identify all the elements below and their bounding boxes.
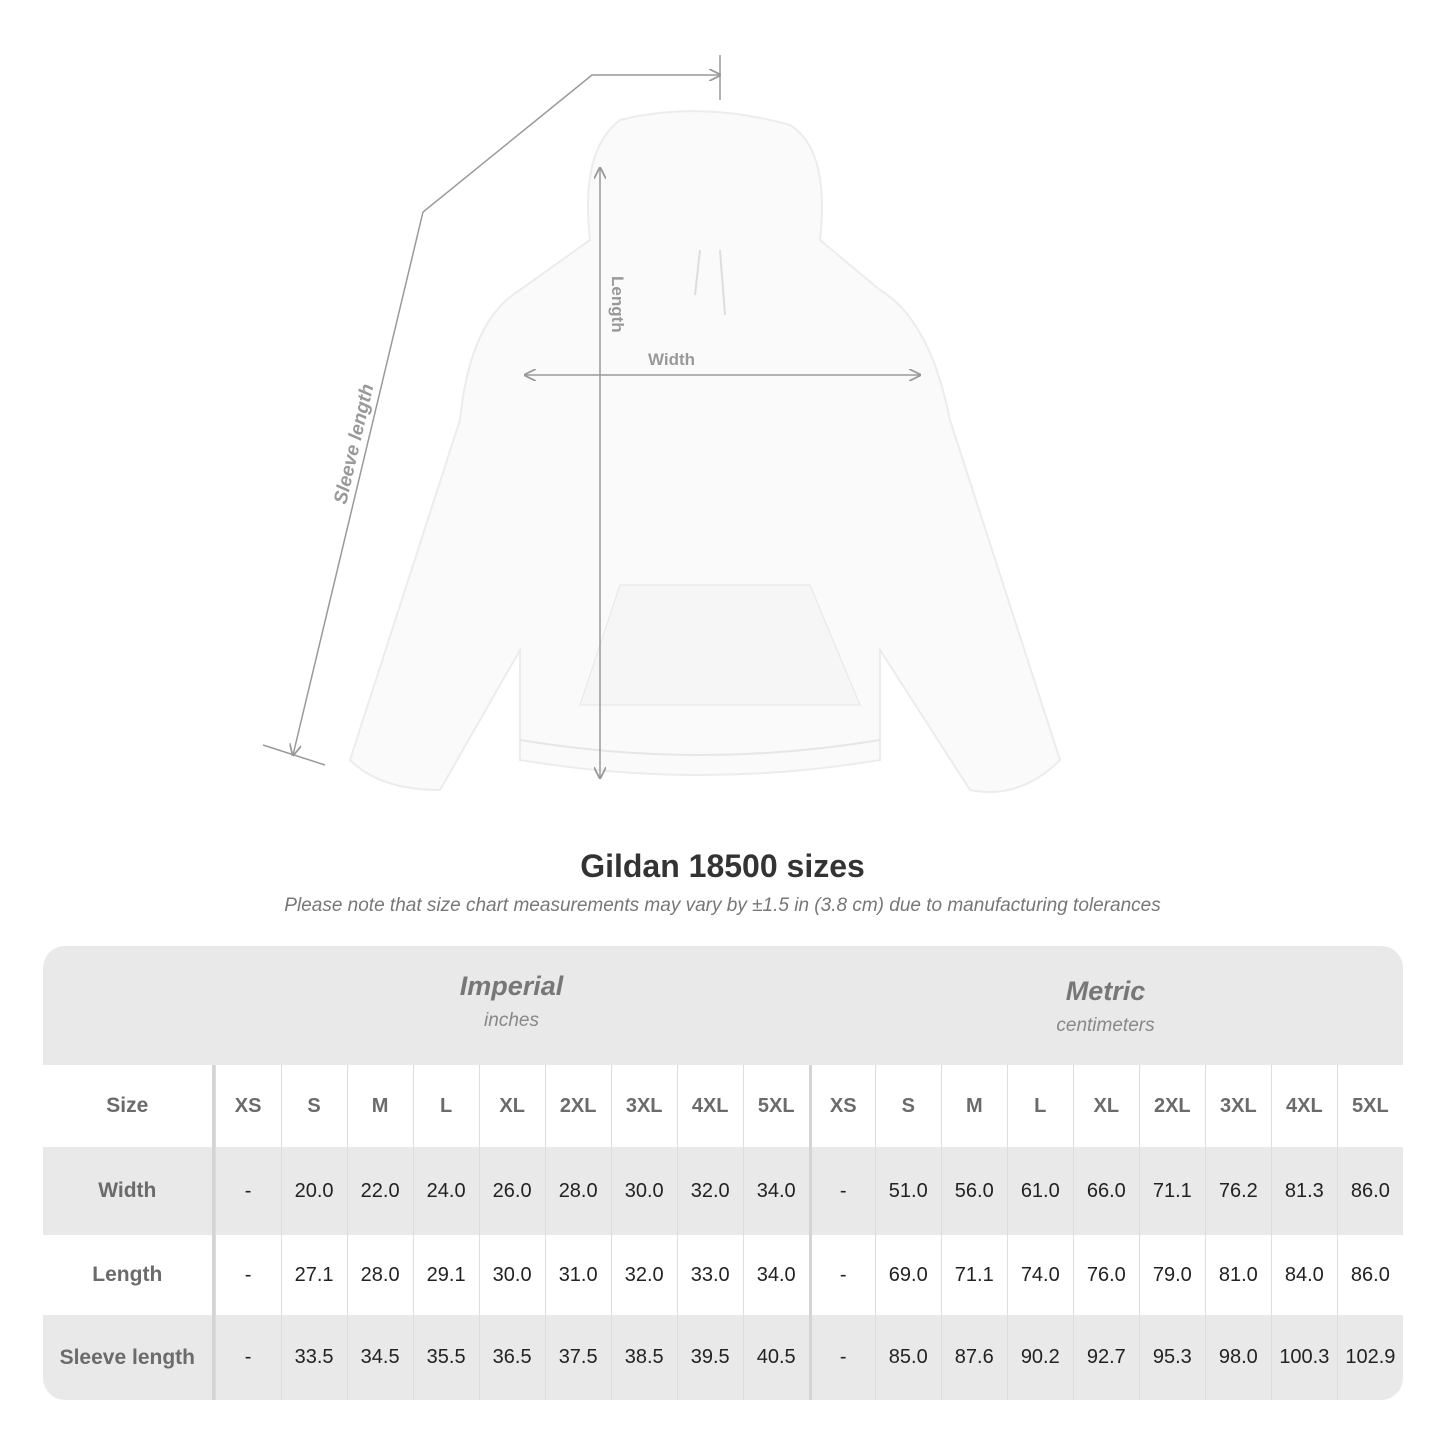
imperial-value: 28.0 xyxy=(544,1147,611,1235)
row-label: Sleeve length xyxy=(43,1315,215,1400)
size-header-metric: 4XL xyxy=(1270,1065,1337,1147)
row-label: Length xyxy=(43,1235,215,1315)
metric-value: 74.0 xyxy=(1006,1235,1073,1315)
sleeve-arrow xyxy=(293,75,720,755)
imperial-value: 31.0 xyxy=(544,1235,611,1315)
imperial-header: Imperial inches xyxy=(215,971,808,1032)
metric-value: 81.3 xyxy=(1270,1147,1337,1235)
imperial-value: 33.0 xyxy=(676,1235,743,1315)
metric-value: 86.0 xyxy=(1336,1147,1403,1235)
hoodie-diagram: Length Width Sleeve length xyxy=(262,55,1062,793)
size-header-imperial: 5XL xyxy=(742,1065,809,1147)
row-label: Width xyxy=(43,1147,215,1235)
imperial-value: 34.0 xyxy=(742,1235,809,1315)
metric-value: 81.0 xyxy=(1204,1235,1271,1315)
imperial-unit: inches xyxy=(484,1010,539,1031)
size-header-imperial: M xyxy=(346,1065,413,1147)
size-table: Imperial inches Metric centimeters Size X… xyxy=(43,946,1403,1400)
size-header-metric: M xyxy=(940,1065,1007,1147)
table-row: Sleeve length -33.5 34.5 35.5 36.5 37.5 38.5 39… xyxy=(43,1315,1403,1400)
metric-value: 71.1 xyxy=(1138,1147,1205,1235)
tolerance-note: Please note that size chart measurements… xyxy=(284,895,1161,916)
metric-value: 69.0 xyxy=(874,1235,941,1315)
imperial-value: 37.5 xyxy=(544,1315,611,1400)
imperial-value: 30.0 xyxy=(610,1147,677,1235)
imperial-value: 38.5 xyxy=(610,1315,677,1400)
metric-value: - xyxy=(808,1235,875,1315)
table-header: Imperial inches Metric centimeters xyxy=(43,946,1403,1065)
metric-value: 90.2 xyxy=(1006,1315,1073,1400)
size-header-imperial: 4XL xyxy=(676,1065,743,1147)
metric-value: 85.0 xyxy=(874,1315,941,1400)
imperial-value: 35.5 xyxy=(412,1315,479,1400)
metric-value: 66.0 xyxy=(1072,1147,1139,1235)
imperial-value: 28.0 xyxy=(346,1235,413,1315)
size-header-imperial: S xyxy=(280,1065,347,1147)
metric-value: 86.0 xyxy=(1336,1235,1403,1315)
metric-value: 79.0 xyxy=(1138,1235,1205,1315)
metric-value: 95.3 xyxy=(1138,1315,1205,1400)
imperial-value: - xyxy=(214,1235,281,1315)
size-header-metric: S xyxy=(874,1065,941,1147)
imperial-value: 20.0 xyxy=(280,1147,347,1235)
size-header-imperial: XS xyxy=(214,1065,281,1147)
sleeve-label: Sleeve length xyxy=(330,382,378,506)
metric-unit: centimeters xyxy=(1056,1015,1155,1036)
metric-value: 84.0 xyxy=(1270,1235,1337,1315)
size-header-metric: XS xyxy=(808,1065,875,1147)
size-header-row: Size XS S M L XL 2XL 3XL 4XL 5XL XS S M L XL 2XL 3XL 4XL 5… xyxy=(43,1065,1403,1147)
metric-header: Metric centimeters xyxy=(808,976,1403,1037)
imperial-value: 22.0 xyxy=(346,1147,413,1235)
metric-value: 102.9 xyxy=(1336,1315,1403,1400)
imperial-value: - xyxy=(214,1315,281,1400)
size-header-metric: 5XL xyxy=(1336,1065,1403,1147)
imperial-value: 27.1 xyxy=(280,1235,347,1315)
hoodie-image xyxy=(348,110,1062,793)
imperial-value: 36.5 xyxy=(478,1315,545,1400)
metric-value: 76.0 xyxy=(1072,1235,1139,1315)
width-label: Width xyxy=(648,350,695,369)
metric-value: 71.1 xyxy=(940,1235,1007,1315)
imperial-title: Imperial xyxy=(459,971,564,1001)
size-header-imperial: L xyxy=(412,1065,479,1147)
imperial-value: 32.0 xyxy=(610,1235,677,1315)
table-row: Length -27.1 28.0 29.1 30.0 31.0 32.0 33.0 34.0-… xyxy=(43,1235,1403,1315)
size-header-metric: 3XL xyxy=(1204,1065,1271,1147)
length-label: Length xyxy=(608,276,627,333)
imperial-value: - xyxy=(214,1147,281,1235)
imperial-value: 24.0 xyxy=(412,1147,479,1235)
imperial-value: 40.5 xyxy=(742,1315,809,1400)
metric-value: 61.0 xyxy=(1006,1147,1073,1235)
size-header-imperial: XL xyxy=(478,1065,545,1147)
imperial-value: 34.5 xyxy=(346,1315,413,1400)
metric-title: Metric xyxy=(1065,976,1146,1006)
size-header-imperial: 3XL xyxy=(610,1065,677,1147)
page-title: Gildan 18500 sizes xyxy=(580,848,865,884)
metric-value: 87.6 xyxy=(940,1315,1007,1400)
imperial-value: 34.0 xyxy=(742,1147,809,1235)
metric-value: - xyxy=(808,1315,875,1400)
metric-value: 56.0 xyxy=(940,1147,1007,1235)
imperial-value: 32.0 xyxy=(676,1147,743,1235)
imperial-value: 33.5 xyxy=(280,1315,347,1400)
table-row: Width -20.0 22.0 24.0 26.0 28.0 30.0 32.0 34.0-5… xyxy=(43,1147,1403,1235)
metric-value: 98.0 xyxy=(1204,1315,1271,1400)
size-header-metric: XL xyxy=(1072,1065,1139,1147)
size-header-metric: 2XL xyxy=(1138,1065,1205,1147)
metric-value: 92.7 xyxy=(1072,1315,1139,1400)
metric-value: 51.0 xyxy=(874,1147,941,1235)
metric-value: 100.3 xyxy=(1270,1315,1337,1400)
imperial-value: 26.0 xyxy=(478,1147,545,1235)
row-label: Size xyxy=(43,1065,215,1147)
size-header-metric: L xyxy=(1006,1065,1073,1147)
imperial-value: 39.5 xyxy=(676,1315,743,1400)
size-header-imperial: 2XL xyxy=(544,1065,611,1147)
metric-value: 76.2 xyxy=(1204,1147,1271,1235)
imperial-value: 30.0 xyxy=(478,1235,545,1315)
imperial-value: 29.1 xyxy=(412,1235,479,1315)
metric-value: - xyxy=(808,1147,875,1235)
